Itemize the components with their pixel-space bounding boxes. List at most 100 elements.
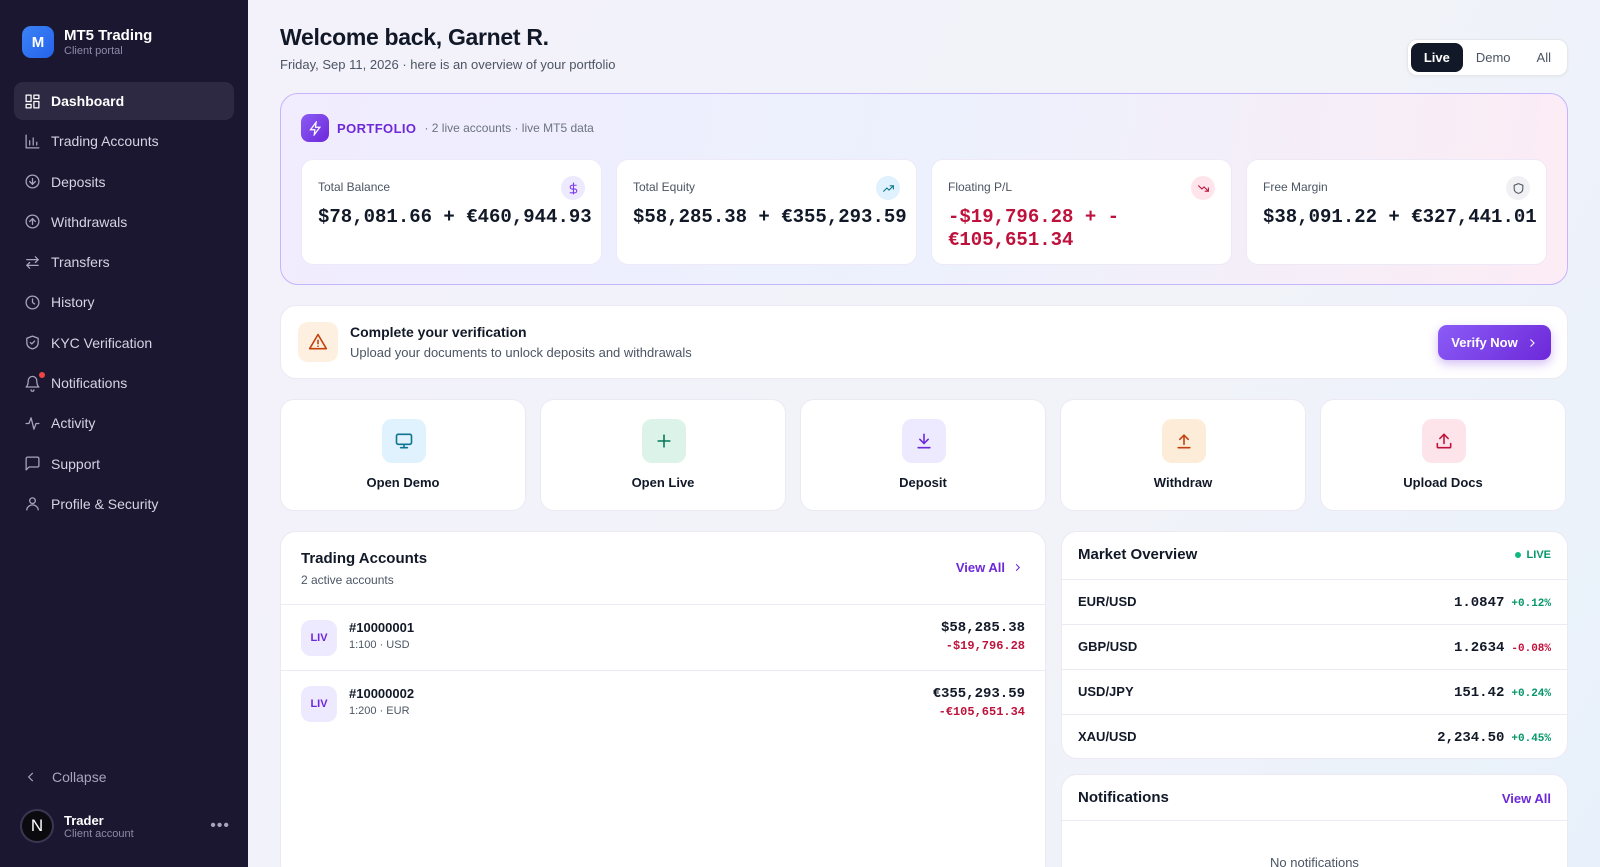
plus-icon xyxy=(642,419,686,463)
upload-icon xyxy=(1422,419,1466,463)
stat-value: $38,091.22 + €327,441.01 xyxy=(1263,206,1537,228)
sidebar-item-label: History xyxy=(51,294,95,311)
stat-value: -$19,796.28 + -€105,651.34 xyxy=(948,206,1120,251)
sidebar-item-activity[interactable]: Activity xyxy=(14,404,234,442)
sidebar-nav: Dashboard Trading Accounts Deposits With… xyxy=(14,82,234,525)
sidebar-item-label: Dashboard xyxy=(51,93,125,109)
bell-icon xyxy=(25,375,40,392)
filter-all[interactable]: All xyxy=(1536,50,1551,65)
monitor-icon xyxy=(382,419,426,463)
verification-subtitle: Upload your documents to unlock deposits… xyxy=(350,345,692,360)
arrow-down-circle-icon xyxy=(25,174,40,189)
market-row[interactable]: EUR/USD 1.0847 +0.12% xyxy=(1062,579,1567,624)
sidebar-item-history[interactable]: History xyxy=(14,283,234,321)
notifications-title: Notifications xyxy=(1078,789,1169,806)
market-change: +0.12% xyxy=(1511,598,1551,610)
swap-icon xyxy=(26,255,39,269)
sidebar-item-label: Profile & Security xyxy=(51,495,159,512)
market-symbol: USD/JPY xyxy=(1078,684,1134,699)
verify-now-button[interactable]: Verify Now xyxy=(1438,325,1551,360)
dollar-icon xyxy=(561,176,585,200)
trading-accounts-subtitle: 2 active accounts xyxy=(301,573,394,587)
main-content: Welcome back, Garnet R. Friday, Sep 11, … xyxy=(248,0,1600,867)
action-label: Upload Docs xyxy=(1403,475,1483,490)
sidebar-item-kyc[interactable]: KYC Verification xyxy=(14,324,234,362)
sidebar-item-label: Support xyxy=(51,455,101,472)
sidebar-item-deposits[interactable]: Deposits xyxy=(14,163,234,201)
market-symbol: GBP/USD xyxy=(1078,639,1138,654)
portfolio-meta: · 2 live accounts · live MT5 data xyxy=(424,121,594,135)
user-menu[interactable]: N Trader Client account ••• xyxy=(20,809,230,843)
shield-icon xyxy=(1506,176,1530,200)
account-type-badge: LIV xyxy=(301,620,337,656)
filter-demo[interactable]: Demo xyxy=(1475,50,1511,65)
action-open-live[interactable]: Open Live xyxy=(540,399,786,511)
filter-live[interactable]: Live xyxy=(1410,43,1463,72)
chevron-right-icon xyxy=(1015,563,1021,572)
market-overview-card: Market Overview LIVE EUR/USD 1.0847 +0.12… xyxy=(1061,531,1568,759)
stat-total-equity: Total Equity $58,285.38 + €355,293.59 xyxy=(616,159,917,265)
sidebar-item-support[interactable]: Support xyxy=(14,445,234,483)
account-row[interactable]: LIV #10000001 1:100 · USD $58,285.38 -$1… xyxy=(281,604,1045,670)
sidebar: M MT5 Trading Client portal Dashboard Tr… xyxy=(0,0,248,867)
avatar: N xyxy=(20,809,54,843)
trending-down-icon xyxy=(1191,176,1215,200)
market-row[interactable]: USD/JPY 151.42 +0.24% xyxy=(1062,669,1567,714)
notifications-empty: No notifications xyxy=(1270,855,1359,867)
download-icon xyxy=(902,419,946,463)
sidebar-item-profile-security[interactable]: Profile & Security xyxy=(14,485,234,523)
brand-name: MT5 Trading xyxy=(64,27,153,44)
portfolio-title: PORTFOLIO xyxy=(337,120,417,136)
live-dot xyxy=(1514,552,1521,558)
account-type-badge: LIV xyxy=(301,686,337,722)
sidebar-item-trading-accounts[interactable]: Trading Accounts xyxy=(14,122,234,160)
market-row[interactable]: XAU/USD 2,234.50 +0.45% xyxy=(1062,714,1567,759)
trading-accounts-title: Trading Accounts xyxy=(301,550,428,567)
market-price: 1.2634 xyxy=(1453,640,1505,656)
verification-banner: Complete your verification Upload your d… xyxy=(280,305,1568,379)
notifications-view-all[interactable]: View All xyxy=(1501,791,1551,806)
verify-now-label: Verify Now xyxy=(1451,335,1518,350)
verification-title: Complete your verification xyxy=(350,324,527,340)
arrow-up-circle-icon xyxy=(25,214,40,229)
market-price: 151.42 xyxy=(1453,685,1505,701)
chevron-right-icon xyxy=(1529,338,1535,347)
user-name: Trader xyxy=(64,812,104,828)
sidebar-item-withdrawals[interactable]: Withdrawals xyxy=(14,203,234,241)
more-icon[interactable]: ••• xyxy=(210,817,230,834)
trading-accounts-view-all[interactable]: View All xyxy=(956,560,1023,575)
live-label: LIVE xyxy=(1526,549,1551,561)
account-balance: $58,285.38 xyxy=(940,620,1025,636)
chevron-left-icon xyxy=(27,772,34,782)
stat-label: Floating P/L xyxy=(948,180,1013,194)
action-open-demo[interactable]: Open Demo xyxy=(280,399,526,511)
sidebar-item-transfers[interactable]: Transfers xyxy=(14,243,234,281)
sidebar-item-notifications[interactable]: Notifications xyxy=(14,364,234,402)
market-change: -0.08% xyxy=(1511,643,1551,655)
action-upload-docs[interactable]: Upload Docs xyxy=(1320,399,1566,511)
market-price: 2,234.50 xyxy=(1437,730,1505,746)
user-icon xyxy=(26,497,39,511)
brand[interactable]: M MT5 Trading Client portal xyxy=(22,26,152,58)
activity-icon xyxy=(25,417,40,430)
sidebar-item-label: Notifications xyxy=(51,375,128,392)
warning-icon xyxy=(298,322,338,362)
action-withdraw[interactable]: Withdraw xyxy=(1060,399,1306,511)
shield-check-icon xyxy=(26,335,39,350)
sidebar-item-label: Deposits xyxy=(51,173,106,190)
market-row[interactable]: GBP/USD 1.2634 -0.08% xyxy=(1062,624,1567,669)
stat-label: Total Equity xyxy=(633,180,696,194)
stat-total-balance: Total Balance $78,081.66 + €460,944.93 xyxy=(301,159,602,265)
market-price: 1.0847 xyxy=(1453,595,1505,611)
account-pl: -$19,796.28 xyxy=(945,639,1025,653)
page-subtitle: Friday, Sep 11, 2026 · here is an overvi… xyxy=(280,57,616,72)
sidebar-item-label: Trading Accounts xyxy=(51,133,159,150)
notifications-card: Notifications View All No notifications xyxy=(1061,774,1568,867)
lightning-icon xyxy=(301,114,329,142)
collapse-button[interactable]: Collapse xyxy=(24,769,106,785)
sidebar-item-dashboard[interactable]: Dashboard xyxy=(14,82,234,120)
stat-label: Total Balance xyxy=(318,180,391,194)
action-deposit[interactable]: Deposit xyxy=(800,399,1046,511)
account-row[interactable]: LIV #10000002 1:200 · EUR €355,293.59 -€… xyxy=(281,670,1045,736)
account-meta: 1:200 · EUR xyxy=(349,705,410,717)
